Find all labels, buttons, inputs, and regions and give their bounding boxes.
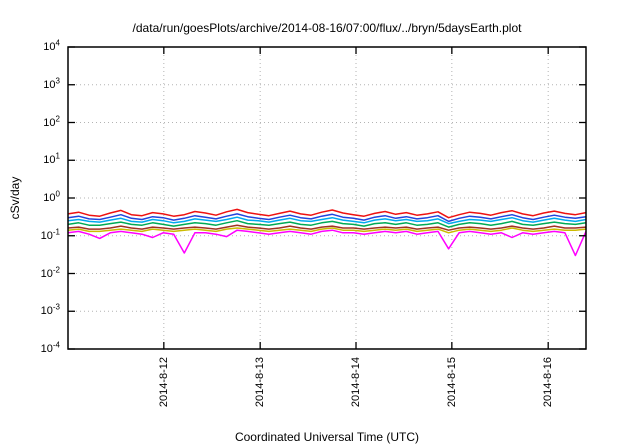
y-tick-label: 10-2 xyxy=(40,264,60,280)
plot-title: /data/run/goesPlots/archive/2014-08-16/0… xyxy=(132,21,522,35)
data-series-red xyxy=(67,208,587,219)
y-tick-label: 10-1 xyxy=(40,227,60,242)
y-tick-label: 10-4 xyxy=(40,340,60,355)
y-tick-label: 101 xyxy=(43,151,60,167)
y-tick-label: 100 xyxy=(43,189,60,204)
y-tick-label: 102 xyxy=(43,113,60,129)
y-tick-label: 10-3 xyxy=(40,302,60,318)
y-tick-label: 103 xyxy=(43,76,60,91)
y-tick-label: 104 xyxy=(43,38,60,53)
data-series-brown xyxy=(67,224,587,231)
data-series-magenta xyxy=(67,229,587,257)
x-axis-label: Coordinated Universal Time (UTC) xyxy=(234,430,420,444)
data-series-green xyxy=(67,219,587,228)
data-series-yellow xyxy=(67,227,587,234)
data-series-cyan xyxy=(67,216,587,225)
data-series-blue xyxy=(67,213,587,223)
